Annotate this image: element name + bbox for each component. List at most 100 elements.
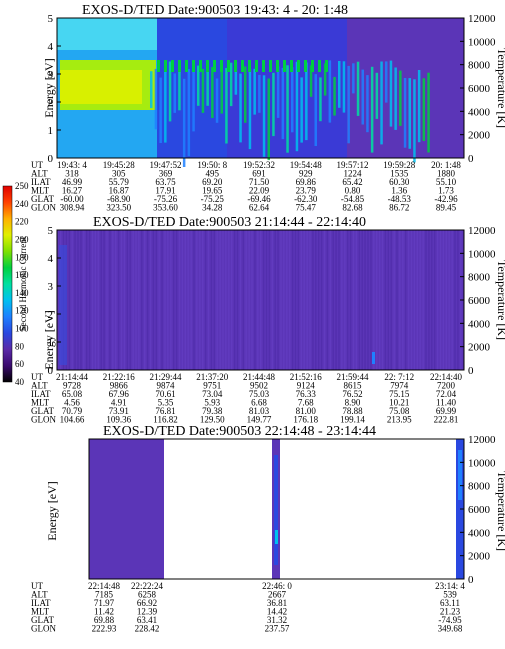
aux-cell: 76.52	[342, 389, 362, 399]
colorbar: Second Harmonic Current 40 60 80 100 120 140 1…	[2, 181, 29, 387]
panel-3-ylabel-right: Temperature [K]	[495, 471, 505, 551]
right-tick-label: 0	[468, 153, 474, 165]
heatmap-streak	[276, 66, 280, 118]
aux-cell: 63.11	[440, 598, 460, 608]
aux-cell: 14.42	[267, 607, 287, 617]
aux-cell: 21:52:16	[290, 372, 323, 382]
heatmap-streak	[197, 65, 200, 106]
aux-cell: 7185	[95, 590, 114, 600]
panel-2-yticks-right: 0 2000 4000 6000 8000 10000 12000	[460, 225, 496, 377]
aux-cell: 109.36	[106, 415, 131, 425]
aux-cell: 318	[65, 169, 79, 179]
aux-cell: 19:52:32	[243, 160, 275, 170]
heatmap-streak	[220, 69, 223, 114]
aux-row-label: UT	[31, 160, 43, 170]
aux-cell: 20: 1:48	[431, 160, 461, 170]
aux-cell: 19:54:48	[290, 160, 323, 170]
heatmap-streak	[289, 230, 291, 370]
heatmap-streak	[178, 69, 181, 111]
aux-cell: 0.80	[345, 186, 361, 196]
heatmap-streak	[267, 78, 270, 161]
right-tick-label: 4000	[468, 106, 491, 118]
panel-3-heatmap	[89, 439, 464, 579]
heatmap-region	[57, 18, 157, 50]
right-tick-label: 12000	[468, 225, 496, 237]
heatmap-streak	[150, 71, 153, 109]
heatmap-streak	[123, 230, 126, 370]
heatmap-streak	[431, 230, 433, 370]
heatmap-streak	[157, 60, 160, 72]
aux-cell: 22:14:40	[430, 372, 463, 382]
heatmap-streak	[387, 230, 389, 370]
heatmap-streak	[242, 230, 244, 370]
heatmap-streak	[407, 230, 410, 370]
heatmap-streak	[234, 60, 237, 72]
heatmap-streak	[144, 230, 146, 370]
heatmap-streak	[396, 230, 398, 370]
heatmap-streak	[283, 230, 285, 370]
aux-cell: 71.97	[94, 598, 115, 608]
heatmap-streak	[192, 68, 195, 132]
heatmap-streak	[91, 230, 94, 370]
heatmap-streak	[71, 230, 73, 370]
heatmap-streak	[399, 230, 401, 370]
heatmap-streak	[304, 60, 307, 72]
heatmap-streak	[347, 230, 349, 370]
aux-cell: 75.47	[296, 203, 317, 213]
aux-cell: -74.95	[438, 615, 462, 625]
heatmap-streak	[364, 230, 366, 370]
heatmap-streak	[344, 230, 346, 370]
aux-cell: -75.26	[154, 194, 178, 204]
heatmap-streak	[445, 230, 447, 370]
heatmap-streak	[206, 60, 209, 72]
heatmap-streak	[342, 61, 346, 113]
heatmap-streak	[419, 230, 421, 370]
colorbar-tick: 100	[15, 324, 29, 334]
heatmap-streak	[253, 68, 256, 115]
aux-cell: 23:14: 4	[435, 581, 465, 591]
aux-cell: 10.21	[389, 398, 409, 408]
heatmap-streak	[152, 230, 155, 370]
right-tick-label: 12000	[468, 434, 496, 446]
aux-cell: 16.87	[109, 186, 130, 196]
aux-cell: 9751	[203, 381, 221, 391]
aux-cell: 228.42	[135, 624, 160, 634]
right-tick-label: 0	[468, 365, 474, 377]
heatmap-streak	[138, 230, 140, 370]
heatmap-streak	[120, 230, 123, 370]
heatmap-streak	[434, 230, 436, 370]
heatmap-streak	[74, 230, 76, 370]
heatmap-streak	[167, 230, 169, 370]
heatmap-streak	[454, 230, 456, 370]
aux-cell: 86.72	[389, 203, 409, 213]
heatmap-streak	[227, 60, 230, 72]
heatmap-region	[60, 70, 142, 104]
colorbar-tick: 160	[15, 270, 29, 280]
aux-cell: -42.96	[434, 194, 458, 204]
right-tick-label: 10000	[468, 248, 496, 260]
heatmap-streak	[390, 230, 392, 370]
aux-cell: 31.32	[267, 615, 287, 625]
aux-cell: 75.03	[249, 389, 270, 399]
heatmap-streak	[241, 60, 244, 72]
heatmap-streak	[413, 79, 416, 163]
heatmap-streak	[422, 230, 424, 370]
aux-row-label: ALT	[31, 381, 48, 391]
right-tick-label: 0	[468, 574, 474, 586]
heatmap-streak	[171, 60, 174, 72]
aux-cell: 19:50: 8	[197, 160, 227, 170]
aux-row-label: GLAT	[31, 194, 54, 204]
aux-cell: 19:47:52	[149, 160, 181, 170]
aux-cell: 308.94	[60, 203, 85, 213]
aux-cell: 129.50	[200, 415, 225, 425]
heatmap-streak	[352, 63, 355, 94]
heatmap-streak	[236, 230, 239, 370]
panel-1-ylabel: Energy [eV]	[42, 58, 56, 117]
heatmap-streak	[190, 230, 192, 370]
aux-cell: 73.04	[202, 389, 223, 399]
aux-cell: 222.81	[434, 415, 459, 425]
aux-cell: 73.91	[109, 406, 129, 416]
heatmap-streak	[254, 230, 256, 370]
